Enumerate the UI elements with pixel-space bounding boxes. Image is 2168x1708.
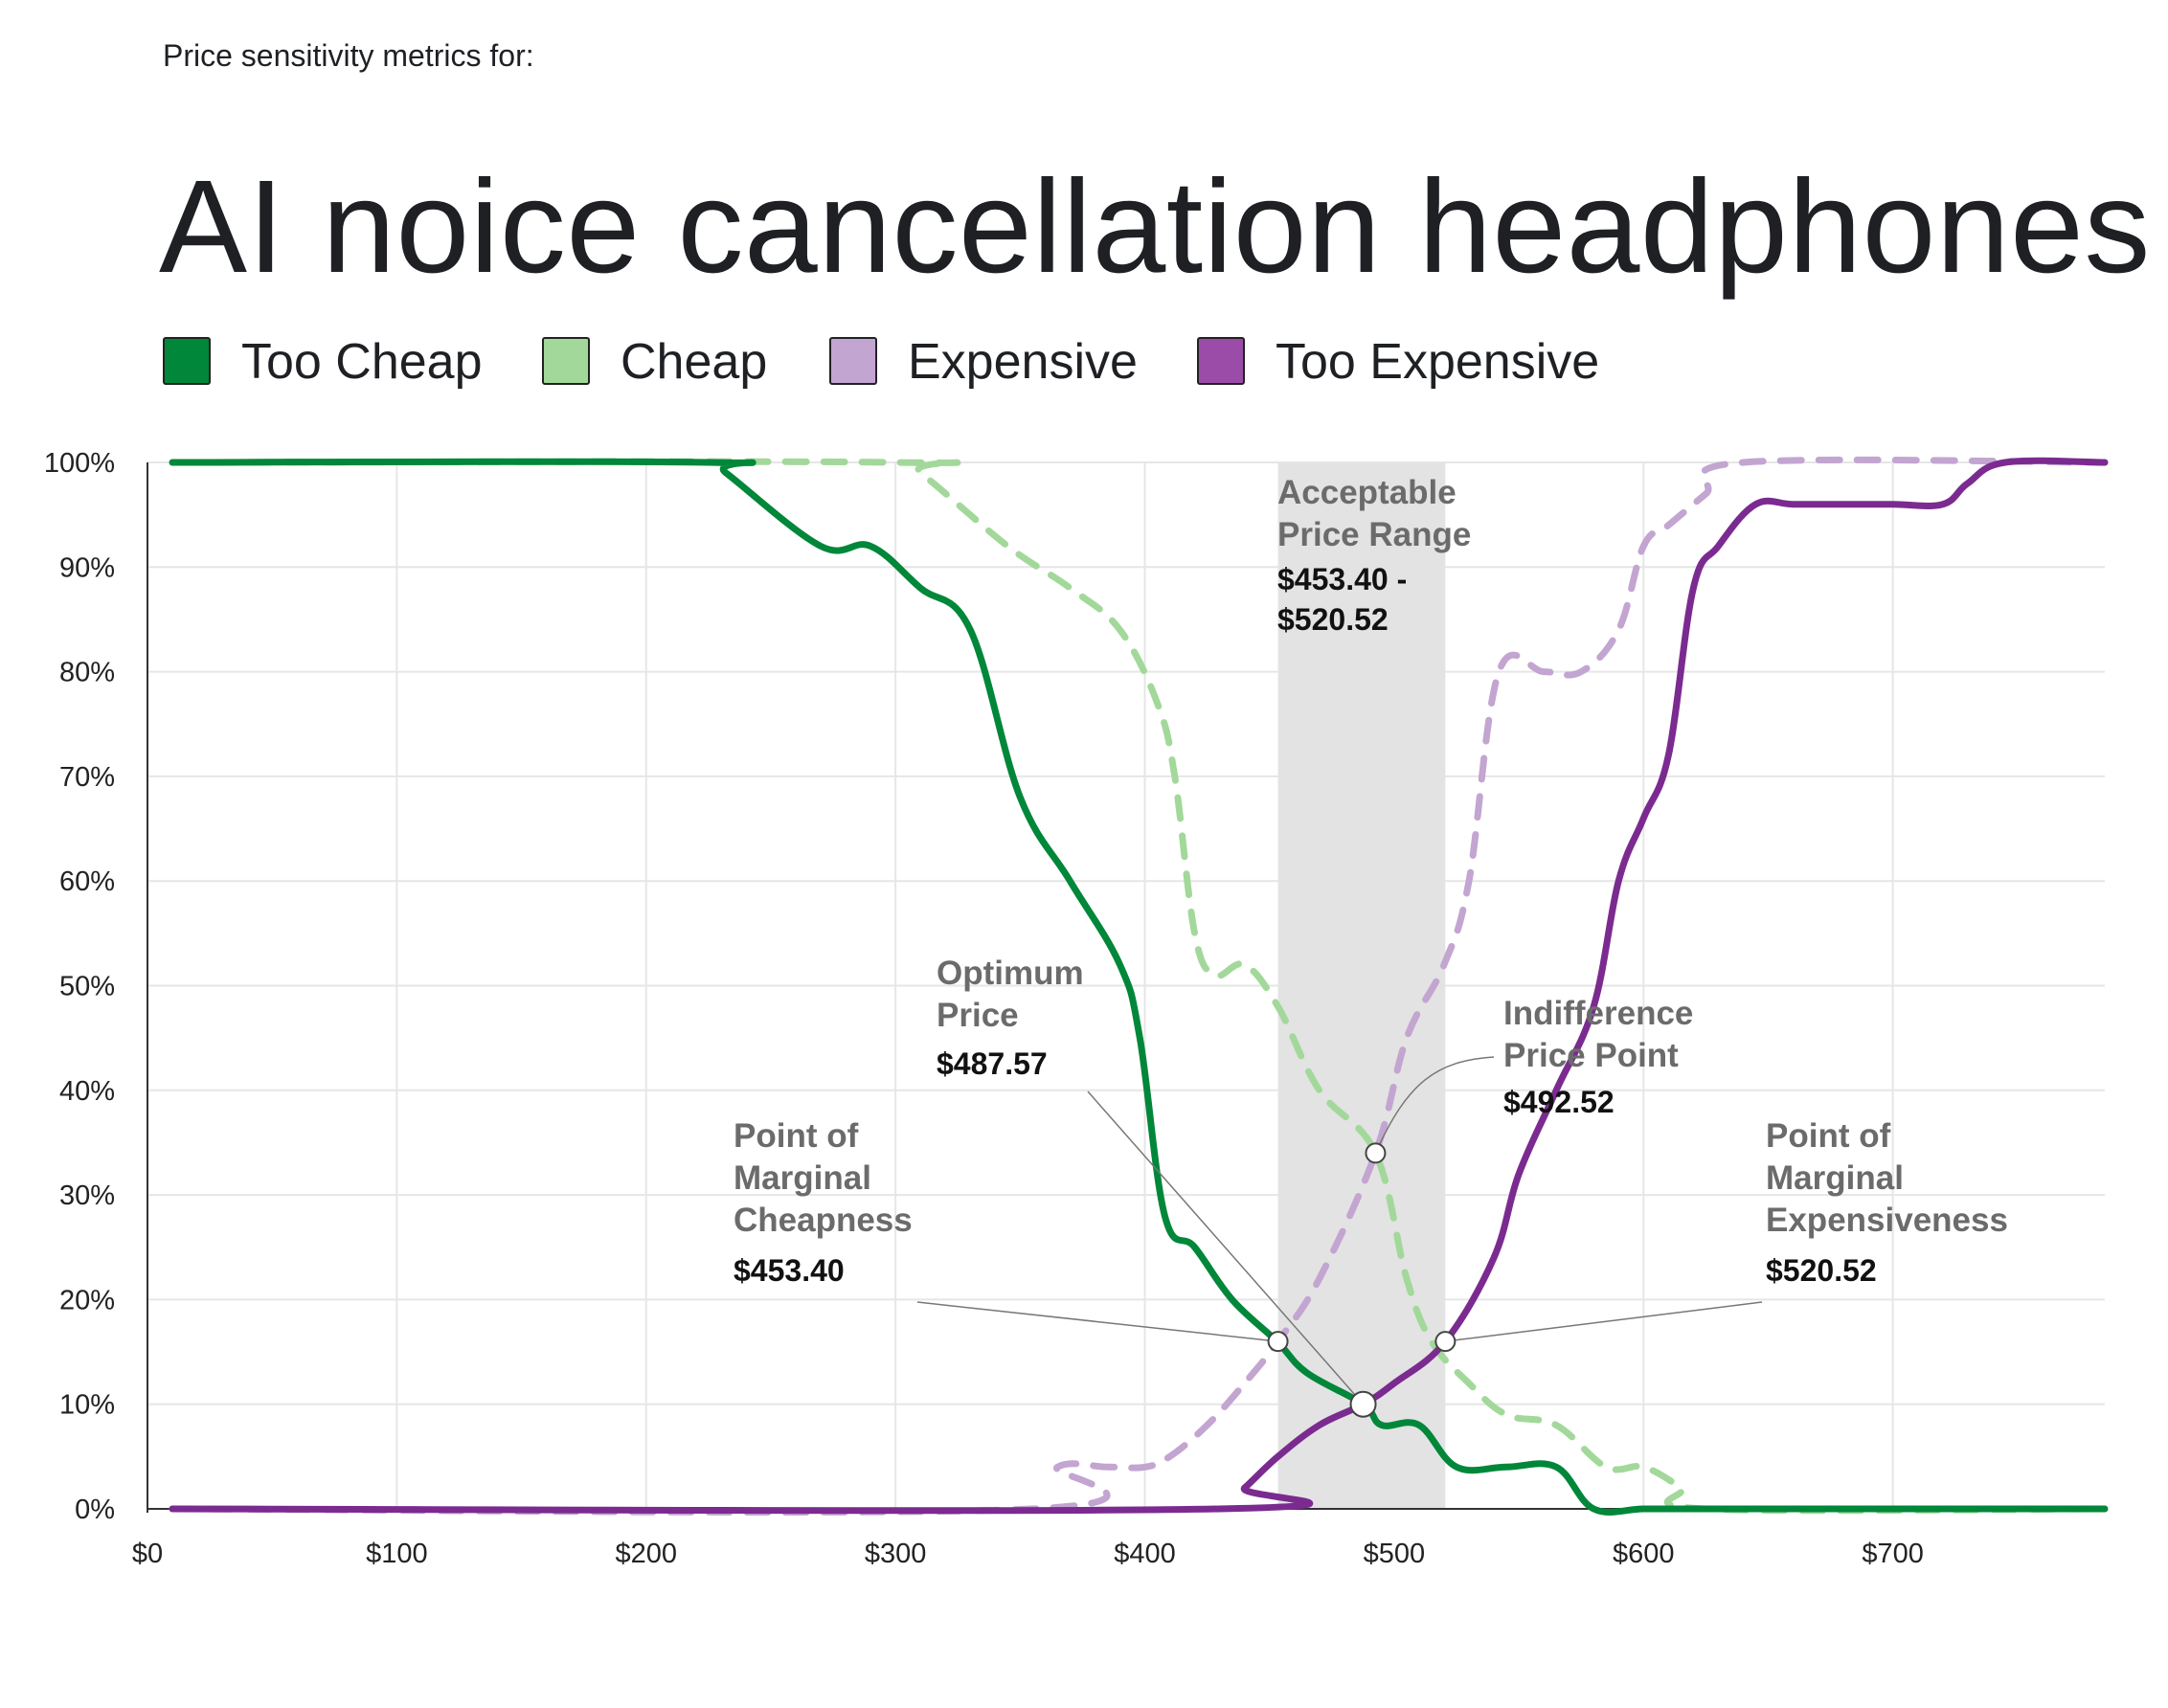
annotation-heading: Price Point [1503, 1037, 1679, 1074]
annotation-heading: Marginal [734, 1159, 871, 1197]
x-tick-label: $100 [366, 1539, 428, 1569]
chart-subtitle: Price sensitivity metrics for: [163, 38, 534, 73]
series-line-cheap [169, 458, 2109, 1515]
x-tick-label: $500 [1364, 1539, 1426, 1569]
x-tick-label: $0 [132, 1539, 163, 1569]
annotation-heading: Expensiveness [1766, 1202, 2008, 1239]
axes: 0% 10% 20% 30% 40% 50% 60% 70% 80% 90% 100% $0 $100 $… [44, 448, 2105, 1569]
annotation-heading: Point of [734, 1117, 859, 1155]
series-line-expensive [169, 456, 2109, 1516]
legend-swatch [1197, 337, 1245, 385]
annotation-heading: Point of [1766, 1117, 1891, 1155]
annotation-optimum-price: Optimum Price $487.57 [937, 955, 1084, 1081]
y-tick-label: 30% [59, 1180, 115, 1211]
legend-label: Cheap [621, 334, 768, 390]
annotation-acceptable-range: Acceptable Price Range $453.40 - $520.52 [1277, 474, 1471, 637]
series-layer [169, 456, 2109, 1516]
x-tick-label: $200 [616, 1539, 678, 1569]
y-tick-label: 20% [59, 1285, 115, 1315]
y-tick-label: 90% [59, 552, 115, 583]
series-line-too-cheap [169, 458, 2109, 1516]
annotation-heading: Cheapness [734, 1202, 913, 1239]
key-point-markers [1267, 1142, 1457, 1418]
leader-line [1374, 1056, 1495, 1154]
annotation-value: $453.40 [734, 1253, 845, 1288]
x-tick-label: $600 [1613, 1539, 1675, 1569]
annotation-heading: Optimum [937, 955, 1084, 992]
x-tick-label: $700 [1862, 1539, 1924, 1569]
annotation-heading: Marginal [1766, 1159, 1904, 1197]
annotation-heading: Indifference [1503, 995, 1693, 1032]
annotation-indifference-price: Indifference Price Point $492.52 [1503, 995, 1693, 1119]
y-tick-label: 40% [59, 1076, 115, 1107]
key-point-marker [1267, 1331, 1289, 1353]
annotation-value: $492.52 [1503, 1085, 1615, 1119]
y-tick-label: 70% [59, 762, 115, 793]
annotation-value: $520.52 [1766, 1253, 1877, 1288]
key-point-marker [1434, 1331, 1457, 1353]
annotation-heading: Price [937, 997, 1019, 1034]
y-tick-label: 10% [59, 1390, 115, 1421]
annotation-value: $453.40 - [1277, 562, 1407, 596]
chart-title: AI noice cancellation headphones [159, 153, 2151, 301]
y-tick-label: 80% [59, 658, 115, 688]
annotation-marginal-cheapness: Point of Marginal Cheapness $453.40 [734, 1117, 913, 1288]
key-point-marker [1365, 1142, 1387, 1164]
annotation-heading: Acceptable [1277, 474, 1457, 511]
legend-label: Expensive [908, 334, 1138, 390]
annotation-leaders [916, 1056, 1763, 1405]
legend-label: Too Expensive [1276, 334, 1600, 390]
leader-line [916, 1301, 1278, 1342]
series-line-too-expensive [169, 457, 2109, 1515]
y-tick-label: 60% [59, 866, 115, 897]
x-tick-label: $300 [865, 1539, 927, 1569]
legend-swatch [163, 337, 211, 385]
legend-swatch [829, 337, 877, 385]
y-tick-label: 0% [75, 1494, 115, 1525]
annotation-heading: Price Range [1277, 516, 1471, 553]
annotation-marginal-expensiveness: Point of Marginal Expensiveness $520.52 [1766, 1117, 2008, 1288]
legend-label: Too Cheap [241, 334, 483, 390]
annotation-value: $520.52 [1277, 602, 1389, 637]
leader-line [1445, 1301, 1763, 1342]
y-tick-label: 100% [44, 448, 115, 479]
annotation-value: $487.57 [937, 1046, 1048, 1081]
leader-line [1087, 1090, 1365, 1405]
legend-swatch [542, 337, 590, 385]
acceptable-range-band [1277, 462, 1446, 1509]
y-tick-label: 50% [59, 972, 115, 1002]
x-tick-label: $400 [1114, 1539, 1176, 1569]
key-point-marker [1349, 1390, 1377, 1418]
